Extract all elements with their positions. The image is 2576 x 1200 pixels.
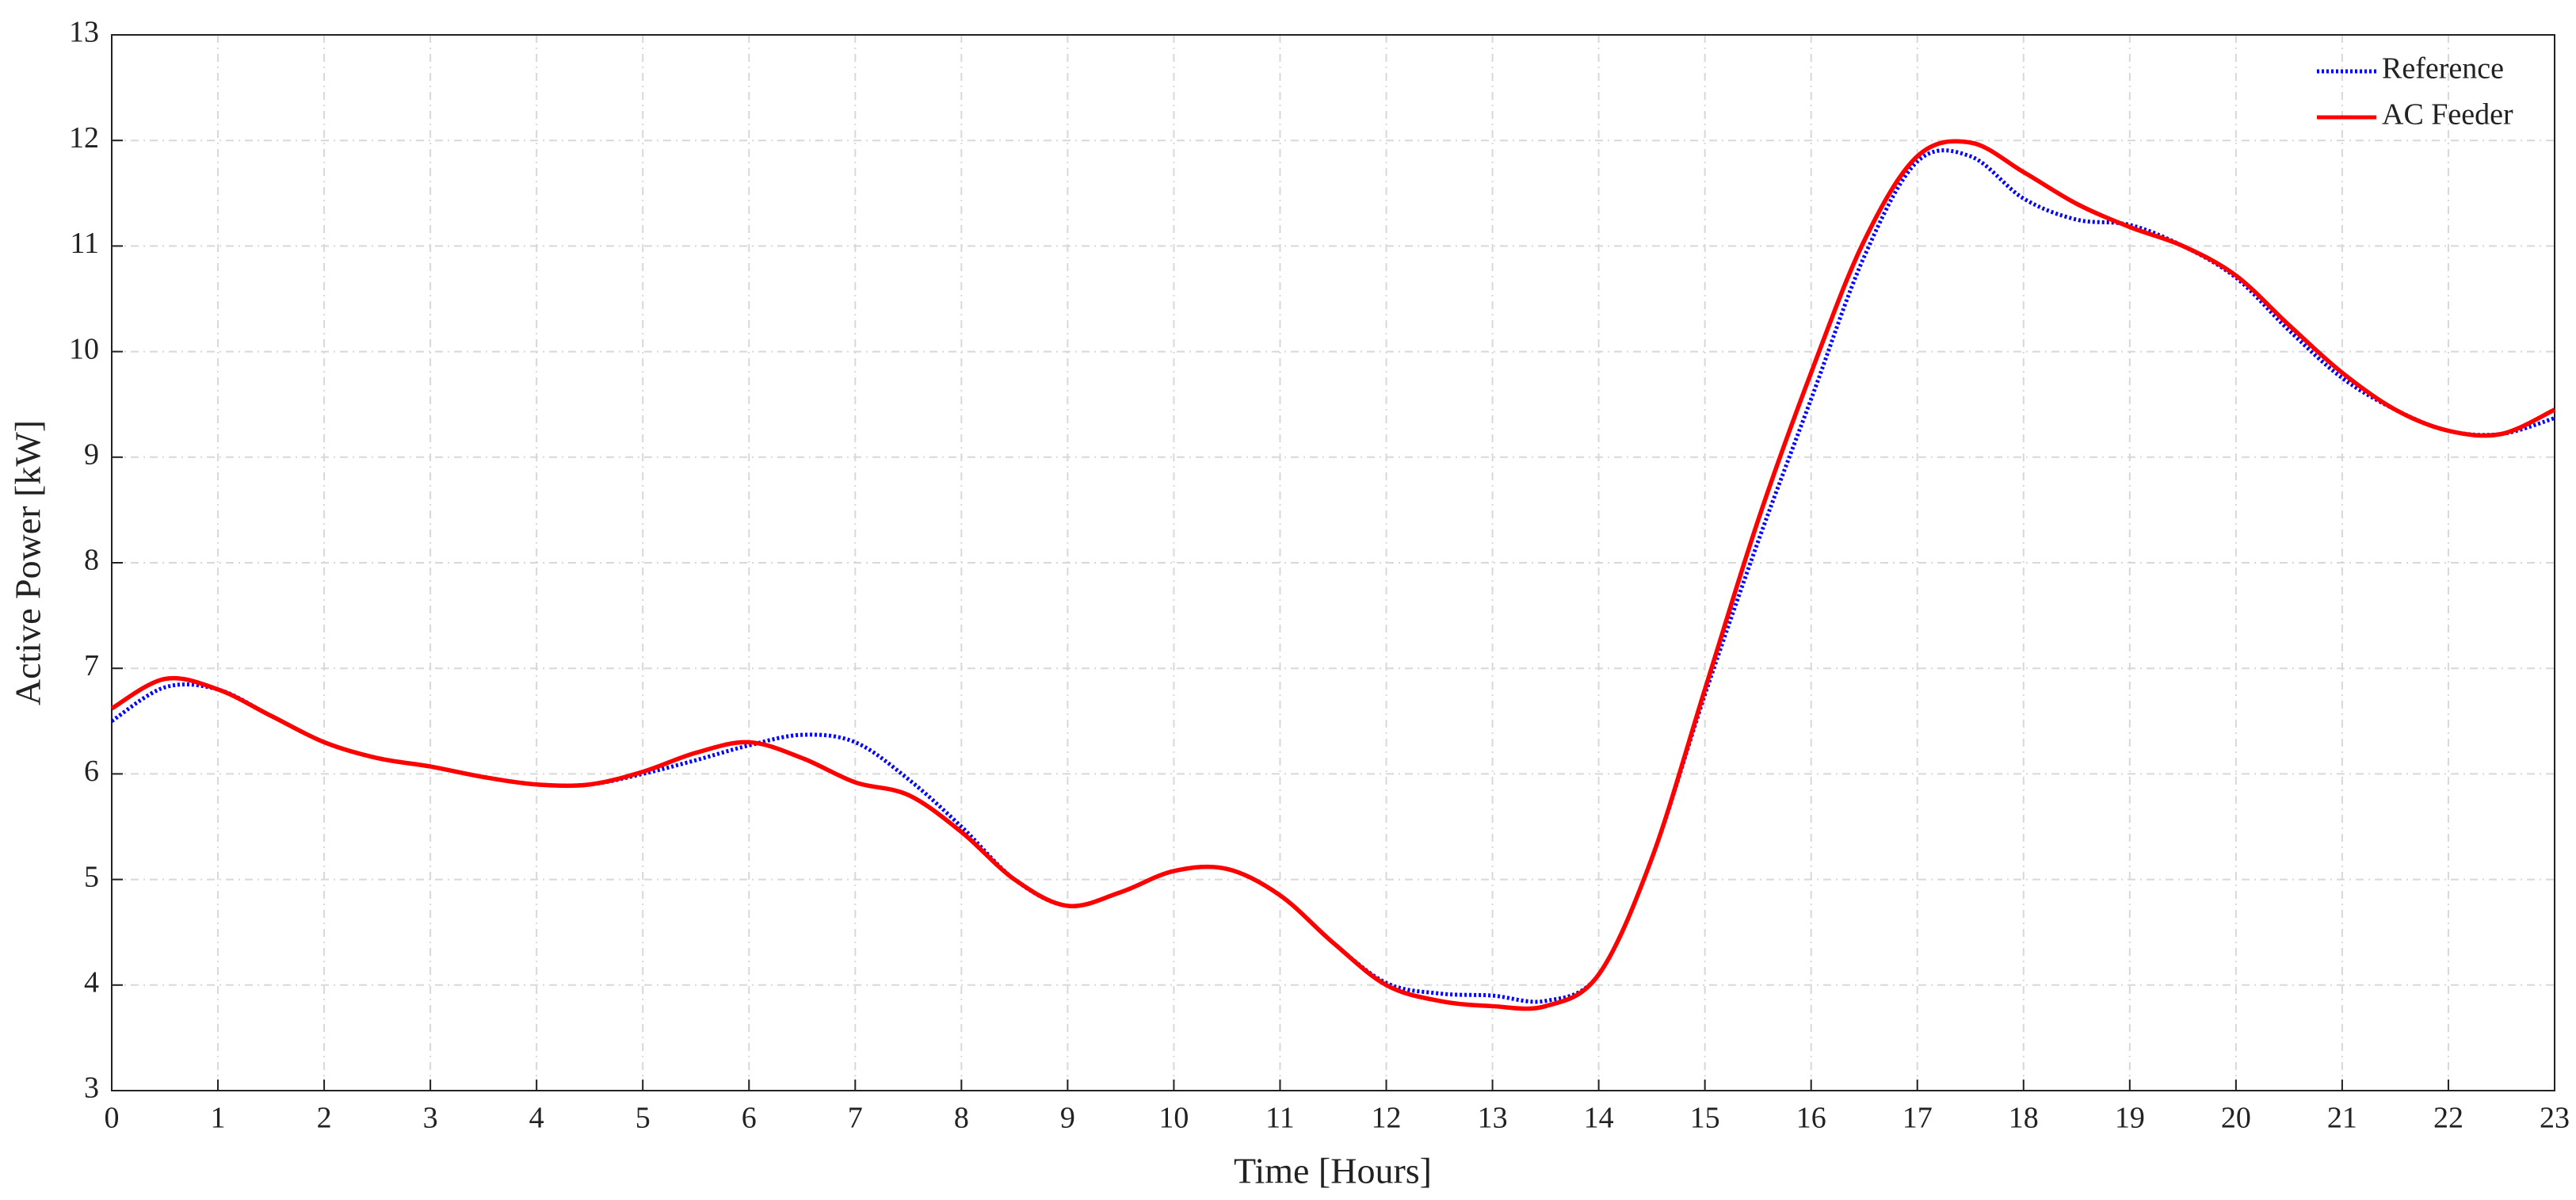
x-tick-label: 5: [635, 1102, 651, 1135]
y-tick-label: 5: [84, 860, 99, 893]
x-tick-label: 21: [2327, 1102, 2357, 1135]
x-tick-label: 3: [423, 1102, 438, 1135]
x-tick-label: 4: [529, 1102, 544, 1135]
x-tick-label: 9: [1060, 1102, 1075, 1135]
x-tick-label: 2: [317, 1102, 332, 1135]
x-tick-label: 14: [1584, 1102, 1614, 1135]
y-tick-label: 11: [70, 227, 99, 260]
legend-label: Reference: [2382, 52, 2504, 86]
x-tick-label: 12: [1372, 1102, 1402, 1135]
line-series: [110, 139, 2556, 1011]
y-tick-label: 9: [84, 438, 99, 472]
x-axis-label: Time [Hours]: [1234, 1151, 1432, 1191]
x-tick-label: 18: [2009, 1102, 2039, 1135]
legend-label: AC Feeder: [2382, 98, 2513, 132]
x-tick-label: 16: [1796, 1102, 1826, 1135]
y-tick-label: 8: [84, 544, 99, 577]
y-tick-label: 7: [84, 649, 99, 682]
y-tick-label: 4: [84, 966, 99, 999]
y-tick-label: 12: [69, 121, 99, 155]
y-tick-label: 10: [69, 332, 99, 365]
x-tick-label: 0: [105, 1102, 120, 1135]
x-tick-label: 1: [211, 1102, 226, 1135]
x-tick-label: 15: [1690, 1102, 1720, 1135]
x-tick-label: 6: [742, 1102, 757, 1135]
x-tick-label: 20: [2221, 1102, 2251, 1135]
x-tick-label: 17: [1902, 1102, 1933, 1135]
y-tick-label: 3: [84, 1072, 99, 1105]
x-tick-label: 11: [1265, 1102, 1295, 1135]
x-tick-label: 10: [1158, 1102, 1189, 1135]
x-tick-label: 19: [2115, 1102, 2145, 1135]
plot-frame: [111, 34, 2555, 1091]
y-tick-label: 6: [84, 755, 99, 788]
x-tick-label: 13: [1478, 1102, 1508, 1135]
x-tick-label: 23: [2540, 1102, 2570, 1135]
y-tick-label: 13: [69, 16, 99, 49]
x-tick-label: 22: [2433, 1102, 2463, 1135]
x-tick-label: 7: [848, 1102, 863, 1135]
y-axis-label: Active Power [kW]: [8, 420, 48, 705]
x-tick-label: 8: [954, 1102, 969, 1135]
